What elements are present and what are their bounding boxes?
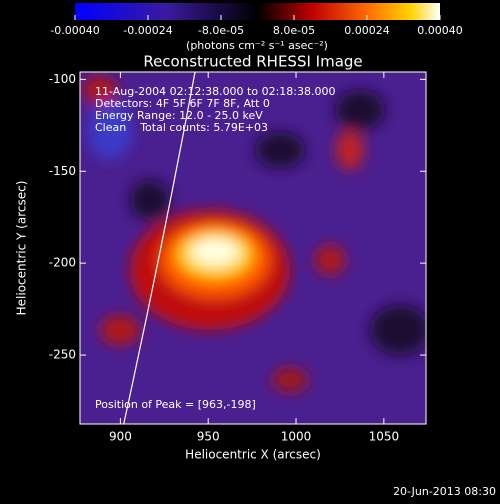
colorbar-label: (photons cm⁻² s⁻¹ asec⁻²)	[186, 39, 328, 52]
colorbar-tick-label: 8.0e-05	[273, 24, 315, 37]
y-axis-label: Heliocentric Y (arcsec)	[15, 181, 29, 316]
colorbar-tick-label: -0.00024	[123, 24, 172, 37]
plot-frame	[79, 71, 427, 425]
x-axis-label: Heliocentric X (arcsec)	[185, 448, 321, 462]
colorbar	[75, 3, 440, 20]
y-tick-label: -250	[49, 348, 76, 362]
chart-title: Reconstructed RHESSI Image	[143, 53, 362, 71]
image	[80, 72, 426, 424]
footer: 20-Jun-2013 08:30	[393, 485, 496, 498]
y-tick-label: -100	[49, 72, 76, 86]
x-tick-label: 1050	[369, 430, 400, 444]
annotation: 11-Aug-2004 02:12:38.000 to 02:18:38.000	[95, 85, 336, 98]
y-tick-label: -200	[49, 256, 76, 270]
colorbar-tick-label: -8.0e-05	[198, 24, 244, 37]
x-tick-label: 1000	[281, 430, 312, 444]
y-tick-label: -150	[49, 164, 76, 178]
x-tick-label: 950	[197, 430, 220, 444]
colorbar-tick-label: 0.00024	[344, 24, 390, 37]
colorbar-tick-label: 0.00040	[417, 24, 463, 37]
colorbar-tick-label: -0.00040	[50, 24, 99, 37]
annotation: Energy Range: 12.0 - 25.0 keV	[95, 109, 263, 122]
annotation: Detectors: 4F 5F 6F 7F 8F, Att 0	[95, 97, 270, 110]
annotation: Clean Total counts: 5.79E+03	[95, 121, 268, 134]
peak-note: Position of Peak = [963,-198]	[95, 398, 256, 411]
x-tick-label: 900	[109, 430, 132, 444]
